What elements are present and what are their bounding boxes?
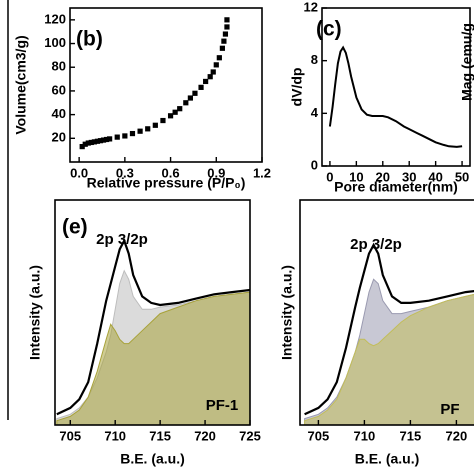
panel-label: (b) [76, 28, 103, 51]
point [207, 74, 213, 80]
x-tick-label: 715 [400, 428, 422, 443]
point [172, 109, 178, 115]
x-tick-label: 40 [428, 169, 442, 184]
point [85, 140, 91, 146]
x-axis-title: Pore diameter(nm) [334, 179, 458, 195]
x-tick-label: 710 [354, 428, 376, 443]
point [210, 69, 216, 75]
point [213, 62, 219, 68]
point [203, 78, 209, 85]
y-tick-label: 4 [311, 105, 319, 120]
x-tick-label: 0.0 [70, 165, 88, 180]
x-tick-label: 720 [446, 428, 468, 443]
x-tick-label: 705 [59, 428, 81, 443]
y-tick-label: 100 [44, 35, 66, 50]
y-tick-label: 60 [52, 82, 66, 97]
point [224, 17, 230, 23]
point [222, 31, 229, 37]
point [192, 90, 198, 96]
point [160, 117, 166, 124]
point [167, 113, 174, 119]
x-tick-label: 0.9 [207, 165, 225, 180]
y-tick-label: 12 [304, 0, 318, 14]
point [107, 136, 113, 142]
point [122, 133, 128, 139]
x-axis-title: B.E. (a.u.) [120, 451, 185, 467]
y-axis-title: Intensity (a.u.) [27, 265, 43, 360]
point [103, 136, 110, 143]
plot-frame [299, 199, 474, 426]
point [216, 55, 222, 61]
x-tick-label: 50 [455, 169, 469, 184]
point [152, 122, 158, 128]
point [187, 95, 193, 101]
component-area [304, 293, 474, 425]
plot-area [56, 237, 250, 425]
panel-label: (c) [316, 18, 342, 41]
point [88, 139, 94, 146]
plot-area [304, 242, 474, 425]
y-tick-label: 40 [52, 106, 66, 121]
point [79, 144, 85, 150]
x-tick-label: 30 [402, 169, 416, 184]
annotation: 2p 3/2p [350, 236, 402, 253]
x-tick-label: 20 [376, 169, 390, 184]
point [221, 38, 227, 44]
annotation: PF-1 [206, 397, 239, 414]
x-tick-label: 720 [194, 428, 216, 443]
point [224, 24, 230, 30]
component-area [56, 291, 250, 425]
point [82, 141, 88, 147]
point [91, 139, 97, 145]
x-tick-label: 710 [104, 428, 126, 443]
point [94, 138, 101, 144]
annotation: 2p 3/2p [96, 231, 148, 248]
plot-frame [69, 7, 263, 163]
point [97, 138, 104, 144]
cropped-axis-title: Mag (emu/g [459, 23, 474, 101]
y-tick-label: 8 [311, 52, 318, 67]
x-tick-label: 715 [149, 428, 171, 443]
y-axis-title: Intensity (a.u.) [279, 265, 295, 360]
plot-frame [321, 7, 471, 167]
panel-label: (e) [62, 216, 88, 239]
x-tick-label: 0.6 [162, 165, 180, 180]
point [100, 137, 107, 143]
envelope [304, 242, 474, 416]
x-axis-title: Relative pressure (P/P₀) [87, 175, 246, 191]
point [177, 106, 183, 112]
x-tick-label: 1.2 [253, 165, 271, 180]
y-tick-label: 120 [44, 11, 66, 26]
plot-area [79, 17, 230, 150]
y-tick-label: 0 [311, 157, 318, 172]
y-axis-title: Volume(cm3/g) [13, 35, 29, 134]
plot-area [328, 45, 463, 148]
point [198, 84, 204, 90]
x-tick-label: 10 [349, 169, 363, 184]
x-tick-label: 0.3 [116, 165, 134, 180]
point [219, 45, 225, 51]
line [328, 45, 463, 148]
point [129, 130, 136, 137]
x-tick-label: 0 [326, 169, 333, 184]
point [183, 100, 189, 106]
y-tick-label: 20 [52, 130, 66, 145]
point [145, 126, 151, 132]
x-tick-label: 725 [239, 428, 261, 443]
x-axis-title: B.E. (a.u.) [355, 451, 420, 467]
annotation: PF [440, 401, 459, 418]
y-axis-title: dV/dp [289, 68, 305, 107]
point [114, 134, 120, 140]
point [137, 128, 143, 134]
x-tick-label: 705 [308, 428, 330, 443]
y-tick-label: 80 [52, 59, 66, 74]
plot-frame [54, 199, 251, 426]
envelope [56, 237, 250, 416]
